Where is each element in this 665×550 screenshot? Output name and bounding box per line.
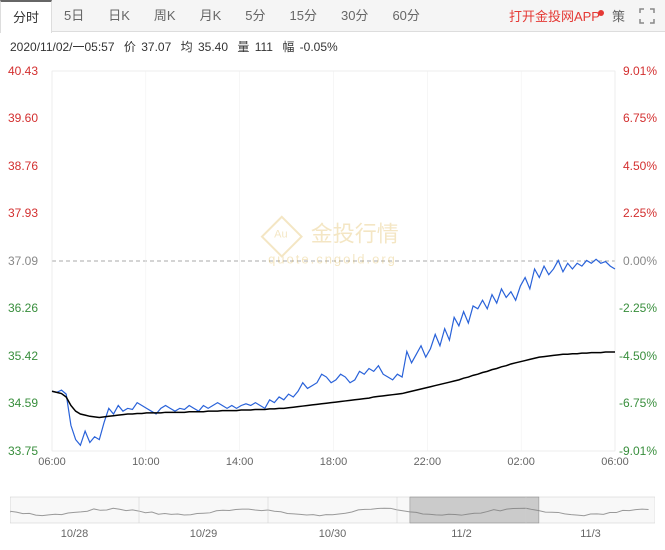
svg-text:37.09: 37.09 [8,254,38,268]
notification-dot [598,10,604,16]
svg-text:18:00: 18:00 [320,456,348,468]
svg-text:38.76: 38.76 [8,159,38,173]
svg-text:10/30: 10/30 [319,528,347,540]
svg-text:33.75: 33.75 [8,444,38,458]
tab-60分[interactable]: 60分 [380,0,431,32]
tab-日K[interactable]: 日K [96,0,142,32]
svg-text:-2.25%: -2.25% [619,301,657,315]
svg-text:06:00: 06:00 [601,456,629,468]
datetime-text: 2020/11/02/一05:57 [10,40,115,54]
svg-text:34.59: 34.59 [8,396,38,410]
tab-周K[interactable]: 周K [142,0,188,32]
app-link-text: 打开金投网APP [509,9,600,24]
svg-text:-4.50%: -4.50% [619,349,657,363]
svg-text:0.00%: 0.00% [623,254,657,268]
time-navigator[interactable]: 10/28 10/29 10/30 11/2 11/3 [0,491,665,541]
chg-value: -0.05% [300,40,338,54]
svg-text:10/29: 10/29 [190,528,218,540]
svg-text:11/3: 11/3 [580,528,601,540]
svg-text:9.01%: 9.01% [623,64,657,78]
svg-text:36.26: 36.26 [8,301,38,315]
price-value: 37.07 [141,40,171,54]
svg-text:-6.75%: -6.75% [619,396,657,410]
avg-value: 35.40 [198,40,228,54]
svg-text:4.50%: 4.50% [623,159,657,173]
chg-label: 幅 [282,40,294,54]
tab-15分[interactable]: 15分 [278,0,329,32]
svg-text:37.93: 37.93 [8,206,38,220]
fullscreen-icon[interactable] [629,8,665,24]
svg-text:06:00: 06:00 [38,456,66,468]
avg-label: 均 [181,40,193,54]
open-app-link[interactable]: 打开金投网APP [501,6,608,25]
price-label: 价 [124,40,136,54]
svg-text:40.43: 40.43 [8,64,38,78]
svg-text:02:00: 02:00 [507,456,535,468]
time-tabs: 分时5日日K周K月K5分15分30分60分 打开金投网APP 策 [0,0,665,32]
info-bar: 2020/11/02/一05:57 价 37.07 均 35.40 量 111 … [0,32,665,61]
svg-text:35.42: 35.42 [8,349,38,363]
svg-text:11/2: 11/2 [451,528,472,540]
tab-5分[interactable]: 5分 [233,0,277,32]
svg-text:22:00: 22:00 [414,456,442,468]
vol-label: 量 [237,40,249,54]
tab-30分[interactable]: 30分 [329,0,380,32]
svg-text:39.60: 39.60 [8,111,38,125]
tab-分时[interactable]: 分时 [0,0,52,33]
price-chart[interactable]: 金投行情 quote.cngold.org 40.4339.6038.7637.… [0,61,665,491]
tab-月K[interactable]: 月K [188,0,234,32]
strategy-text[interactable]: 策 [608,6,629,25]
svg-text:14:00: 14:00 [226,456,254,468]
svg-text:6.75%: 6.75% [623,111,657,125]
svg-text:10/28: 10/28 [61,528,89,540]
svg-text:10:00: 10:00 [132,456,160,468]
svg-text:2.25%: 2.25% [623,206,657,220]
tab-5日[interactable]: 5日 [52,0,96,32]
vol-value: 111 [255,40,273,54]
